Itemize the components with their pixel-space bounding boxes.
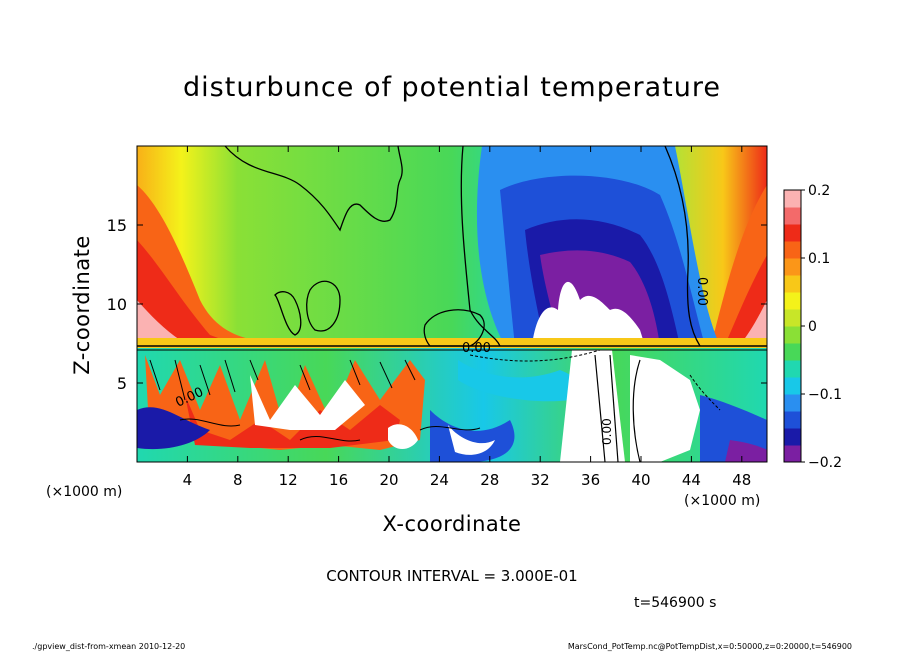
x-tick-label: 40	[631, 471, 650, 489]
colorbar-swatch	[784, 292, 801, 310]
contour-column-1	[594, 354, 606, 462]
contour-dashed-2	[689, 374, 721, 411]
lower-cold-center	[430, 410, 515, 462]
lower-white-right	[630, 355, 700, 462]
chart-title: disturbunce of potential temperature	[183, 72, 721, 103]
x-tick-label: 16	[329, 471, 348, 489]
colorbar-swatch	[784, 207, 801, 225]
y-tick-label: 10	[107, 295, 127, 314]
x-tick-label: 12	[279, 471, 298, 489]
time-label: t=546900 s	[634, 595, 717, 611]
lower-cyan-center	[458, 360, 583, 402]
contour-line-right	[664, 146, 701, 347]
x-tick-label: 28	[480, 471, 499, 489]
contour-column-2	[609, 354, 619, 462]
lower-white-center	[448, 425, 495, 455]
contour-label: 0.00	[600, 418, 614, 445]
contour-column-3	[632, 359, 641, 462]
contour-loop-2	[306, 280, 341, 332]
contour-line-upper	[224, 146, 403, 232]
y-axis-label: Z-coordinate	[70, 235, 94, 375]
x-tick-label: 8	[233, 471, 243, 489]
colorbar-swatch	[784, 360, 801, 378]
colorbar-swatch	[784, 190, 801, 208]
x-axis: 4 8 12 16 20 24 28 32 36 40 44 48	[183, 146, 751, 489]
x-tick-label: 48	[732, 471, 751, 489]
footer-right: MarsCond_PotTemp.nc@PotTempDist,x=0:5000…	[567, 642, 852, 651]
lower-white-patch-1	[250, 375, 365, 430]
y-tick-label: 15	[107, 216, 127, 235]
x-axis-label: X-coordinate	[382, 512, 522, 536]
cold-plume-saturated	[532, 281, 645, 346]
contour-label: 0.00	[694, 277, 709, 306]
colorbar-swatch	[784, 394, 801, 412]
contour-label: 0.00	[462, 341, 491, 356]
colorbar-swatch	[784, 428, 801, 446]
colorbar-tick-label: 0.2	[808, 183, 830, 199]
colorbar-swatch	[784, 411, 801, 429]
lower-warm-core	[185, 395, 400, 448]
contour-interval-note: CONTOUR INTERVAL = 3.000E-01	[326, 567, 578, 585]
colorbar-tick-label: −0.1	[808, 387, 842, 403]
contour-loop-1	[274, 291, 302, 336]
colorbar-tick-label: −0.2	[808, 455, 842, 471]
y-axis-unit: (×1000 m)	[46, 484, 123, 500]
contour-loop-3	[423, 309, 485, 347]
y-axis: 5 10 15	[107, 216, 767, 393]
left-warm-core	[137, 240, 240, 346]
colorbar	[784, 190, 801, 463]
colorbar-swatch	[784, 258, 801, 276]
contour-fine-structure	[149, 359, 416, 401]
heatmap-field	[137, 146, 767, 462]
lower-cold-right-core	[725, 440, 767, 462]
x-tick-label: 20	[379, 471, 398, 489]
colorbar-tick-label: 0.1	[808, 251, 830, 267]
colorbar-swatch	[784, 326, 801, 344]
y-tick-label: 5	[117, 374, 127, 393]
x-tick-label: 36	[581, 471, 600, 489]
colorbar-swatch	[784, 343, 801, 361]
contour-dashed-1	[469, 349, 601, 362]
colorbar-swatch	[784, 309, 801, 327]
lower-cold-left	[137, 407, 210, 450]
colorbar-swatch	[784, 445, 801, 463]
lower-white-column	[560, 350, 625, 462]
colorbar-swatch	[784, 241, 801, 259]
lower-white-patch-2	[388, 424, 418, 449]
x-tick-label: 24	[430, 471, 449, 489]
contour-line-mid	[460, 146, 501, 347]
colorbar-swatch	[784, 377, 801, 395]
colorbar-tick-label: 0	[808, 319, 817, 335]
x-tick-label: 44	[682, 471, 701, 489]
colorbar-swatch	[784, 275, 801, 293]
colorbar-axis: 0.2 0.1 0 −0.1 −0.2	[801, 183, 842, 471]
footer-left: ./gpview_dist-from-xmean 2010-12-20	[32, 642, 186, 651]
x-tick-label: 4	[183, 471, 193, 489]
left-warm-peak	[137, 300, 180, 340]
contour-lower-waves	[179, 418, 481, 442]
colorbar-swatch	[784, 224, 801, 242]
inversion-band	[137, 338, 767, 348]
x-tick-label: 32	[531, 471, 550, 489]
x-axis-unit: (×1000 m)	[684, 493, 761, 509]
right-warm-peak	[742, 300, 767, 342]
